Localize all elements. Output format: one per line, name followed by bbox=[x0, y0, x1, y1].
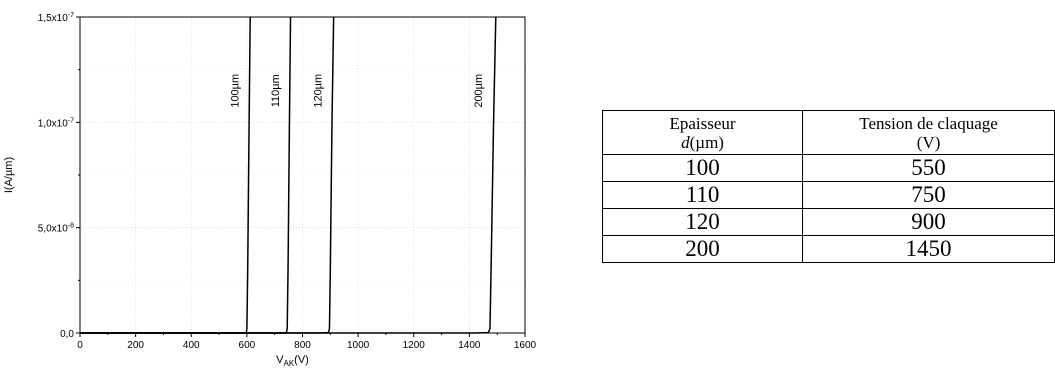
cell-voltage: 750 bbox=[802, 181, 1055, 209]
y-axis-label: I(A/µm) bbox=[3, 157, 15, 193]
header-thickness-var: d bbox=[681, 133, 690, 152]
y-tick-label: 5,0x10-8 bbox=[38, 223, 74, 235]
series-label: 200µm bbox=[473, 74, 485, 108]
plot-frame bbox=[79, 16, 526, 334]
x-tick-label: 1400 bbox=[458, 340, 481, 351]
cell-voltage: 900 bbox=[802, 208, 1055, 236]
breakdown-table: Epaisseur d(µm) Tension de claquage (V) … bbox=[601, 110, 1055, 263]
series-label: 110µm bbox=[270, 74, 282, 107]
series-label: 120µm bbox=[312, 74, 324, 108]
x-tick-label: 1200 bbox=[403, 340, 426, 351]
header-voltage-line1: Tension de claquage bbox=[859, 114, 998, 133]
breakdown-table-container: Epaisseur d(µm) Tension de claquage (V) … bbox=[601, 110, 1055, 263]
header-thickness-unit: (µm) bbox=[689, 133, 724, 152]
series-line-120µm bbox=[80, 16, 335, 334]
x-tick-label: 1600 bbox=[514, 340, 537, 351]
y-tick-label: 1,5x10-7 bbox=[38, 12, 74, 24]
x-tick-label: 400 bbox=[183, 340, 200, 351]
cell-thickness: 100 bbox=[601, 154, 804, 182]
cell-voltage: 550 bbox=[802, 154, 1055, 182]
x-axis-label: VAK(V) bbox=[276, 354, 309, 368]
table-row: 200 1450 bbox=[601, 235, 1055, 263]
y-tick-label: 1,0x10-7 bbox=[38, 117, 74, 129]
grid bbox=[80, 17, 525, 333]
y-axis-label-group: I(A/µm) bbox=[3, 157, 15, 193]
cell-thickness: 200 bbox=[601, 235, 804, 263]
header-thickness-line1: Epaisseur bbox=[669, 114, 736, 133]
x-tick-label: 800 bbox=[294, 340, 311, 351]
series-label: 100µm bbox=[230, 74, 242, 108]
x-tick-label: 0 bbox=[77, 340, 83, 351]
x-tick-label: 600 bbox=[239, 340, 256, 351]
y-tick-label: 0,0 bbox=[60, 329, 74, 340]
cell-voltage: 1450 bbox=[802, 235, 1055, 263]
table-row: 110 750 bbox=[601, 181, 1055, 209]
header-voltage: Tension de claquage (V) bbox=[802, 110, 1055, 155]
curves: 100µm 110µm 120µm 200µm bbox=[80, 16, 497, 334]
x-tick-label: 1000 bbox=[347, 340, 370, 351]
x-axis-label-sub: AK bbox=[284, 359, 295, 368]
ticks: 0 200 400 600 800 1000 1200 1400 1600 0,0 5,0x10-8… bbox=[38, 12, 537, 351]
cell-thickness: 120 bbox=[601, 208, 804, 236]
x-axis-label-main: V bbox=[276, 354, 284, 366]
header-voltage-line2: (V) bbox=[916, 133, 941, 152]
table-header-row: Epaisseur d(µm) Tension de claquage (V) bbox=[601, 110, 1055, 155]
series-line-110µm bbox=[80, 16, 292, 334]
cell-thickness: 110 bbox=[601, 181, 804, 209]
x-axis-label-unit: (V) bbox=[294, 354, 309, 366]
x-tick-label: 200 bbox=[127, 340, 144, 351]
table-row: 120 900 bbox=[601, 208, 1055, 236]
breakdown-chart: 100µm 110µm 120µm 200µm 0 200 400 600 800 1000 12… bbox=[3, 12, 537, 368]
table-row: 100 550 bbox=[601, 154, 1055, 182]
header-thickness: Epaisseur d(µm) bbox=[601, 110, 804, 155]
